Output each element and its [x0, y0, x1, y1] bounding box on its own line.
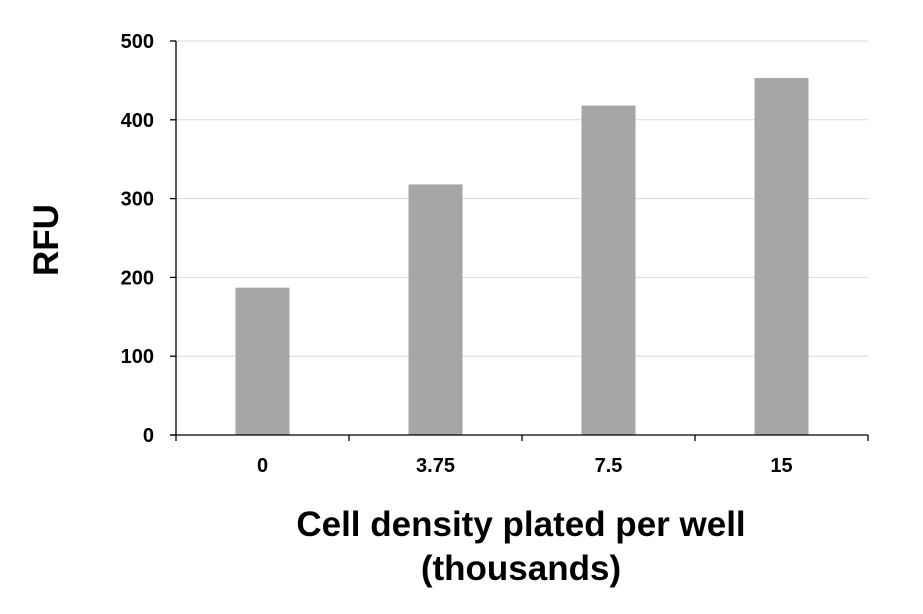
y-tick-label-0: 0 [143, 425, 154, 447]
x-tick-label-7.5: 7.5 [595, 455, 623, 477]
x-axis-title-line-1: Cell density plated per well [296, 505, 745, 544]
x-tick-label-0: 0 [257, 455, 268, 477]
x-tick-label-15: 15 [770, 455, 792, 477]
y-tick-label-100: 100 [121, 346, 154, 368]
bar-3.75 [408, 184, 463, 435]
bars [235, 78, 809, 435]
y-axis-title: RFU [27, 204, 66, 276]
y-tick-label-400: 400 [121, 110, 154, 132]
axes [170, 40, 869, 441]
y-tick-label-500: 500 [121, 31, 154, 53]
bar-15 [754, 78, 809, 435]
y-tick-labels: 0 100 200 300 400 500 [121, 31, 154, 447]
y-tick-label-200: 200 [121, 267, 154, 289]
gridlines [176, 40, 868, 357]
bar-7.5 [581, 105, 636, 435]
bar-0 [235, 287, 290, 435]
y-tick-label-300: 300 [121, 189, 154, 211]
x-axis-title-line-2: (thousands) [421, 549, 621, 588]
x-tick-labels: 0 3.75 7.5 15 [257, 455, 793, 477]
x-tick-label-3.75: 3.75 [416, 455, 455, 477]
